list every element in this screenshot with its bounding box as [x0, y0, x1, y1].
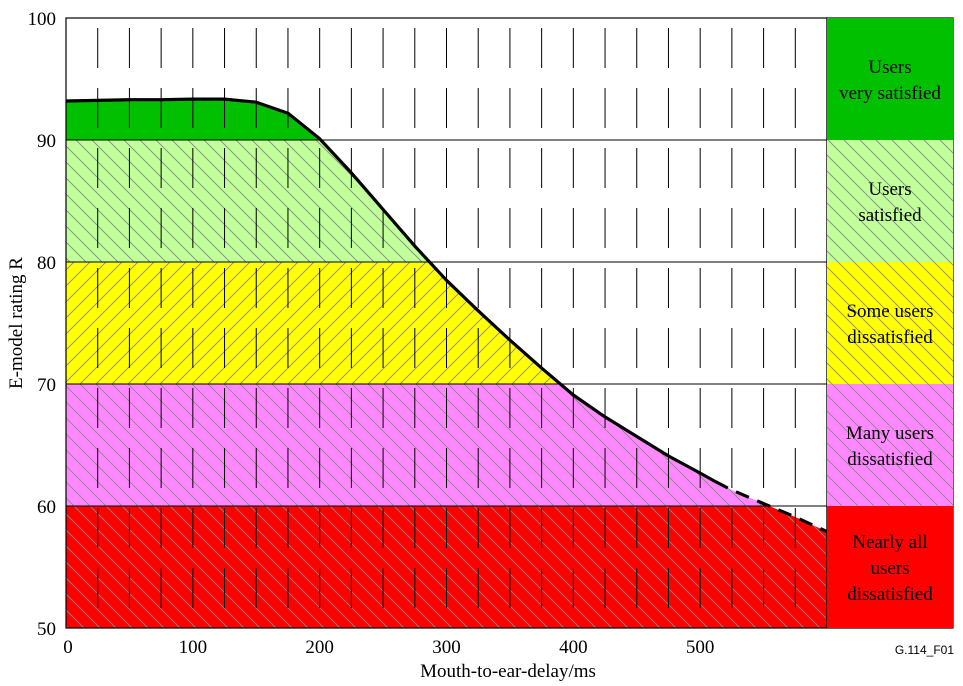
y-tick-100: 100 [28, 9, 57, 30]
legend-label-0-0: Users [868, 57, 911, 78]
legend-label-4-1: users [870, 558, 909, 579]
grid-lines [66, 17, 953, 629]
y-tick-70: 70 [37, 375, 56, 396]
band-legend: Users very satisfied Users satisfied Some us… [827, 18, 953, 628]
legend-band-0 [827, 18, 953, 140]
x-tick-200: 200 [305, 637, 334, 658]
series-line-1 [714, 480, 828, 534]
x-axis-label: Mouth-to-ear-delay/ms [420, 661, 596, 682]
legend-label-4-2: dissatisfied [847, 584, 933, 605]
legend-hatch-2 [827, 262, 953, 384]
figure-code: G.114_F01 [895, 643, 954, 657]
legend-band-4 [827, 506, 953, 628]
x-tick-400: 400 [559, 637, 588, 658]
legend-label-1-1: satisfied [858, 205, 922, 226]
x-tick-100: 100 [179, 637, 208, 658]
y-tick-60: 60 [37, 497, 56, 518]
legend-label-3-1: dissatisfied [847, 449, 933, 470]
legend-label-1-0: Users [868, 179, 911, 200]
legend-hatch-1 [827, 140, 953, 262]
legend-label-3-0: Many users [846, 423, 934, 444]
legend-label-2-1: dissatisfied [847, 327, 933, 348]
y-tick-50: 50 [37, 619, 56, 640]
tick-labels: 0 100 200 300 400 500 50 60 70 80 90 100 [28, 9, 715, 658]
r-curve [65, 97, 828, 534]
legend-label-0-1: very satisfied [839, 83, 941, 104]
legend-label-2-0: Some users [846, 301, 933, 322]
series-line-0 [65, 97, 717, 483]
legend-label-4-0: Nearly all [852, 532, 927, 553]
y-tick-90: 90 [37, 131, 56, 152]
y-tick-80: 80 [37, 253, 56, 274]
y-axis-label: E-model rating R [6, 257, 27, 389]
x-tick-0: 0 [63, 637, 73, 658]
x-tick-300: 300 [432, 637, 461, 658]
legend-hatch-3 [827, 384, 953, 506]
x-tick-500: 500 [686, 637, 715, 658]
